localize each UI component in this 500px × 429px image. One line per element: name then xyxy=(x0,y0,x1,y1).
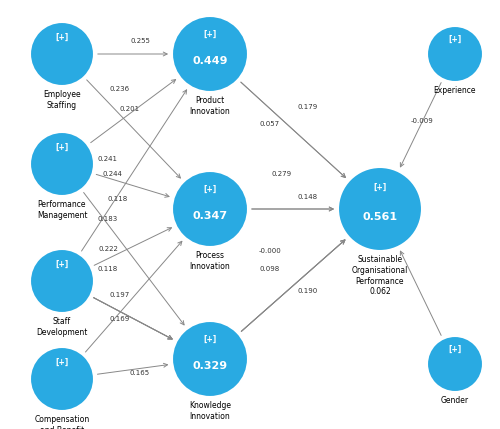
Text: Gender: Gender xyxy=(441,396,469,405)
Text: [+]: [+] xyxy=(448,35,462,44)
Circle shape xyxy=(172,321,248,397)
Circle shape xyxy=(427,336,483,392)
Text: 0.118: 0.118 xyxy=(108,196,128,202)
Text: 0.165: 0.165 xyxy=(130,370,150,376)
Circle shape xyxy=(30,249,94,313)
Text: 0.222: 0.222 xyxy=(98,246,118,252)
Text: 0.190: 0.190 xyxy=(298,288,318,294)
Circle shape xyxy=(30,132,94,196)
Text: Employee
Staffing: Employee Staffing xyxy=(43,90,81,110)
Text: 0.098: 0.098 xyxy=(260,266,280,272)
Circle shape xyxy=(30,22,94,86)
Text: Compensation
and Benefit: Compensation and Benefit xyxy=(34,415,90,429)
Text: 0.201: 0.201 xyxy=(120,106,140,112)
Text: 0.244: 0.244 xyxy=(102,171,122,177)
Text: Process
Innovation: Process Innovation xyxy=(190,251,230,271)
Circle shape xyxy=(338,167,422,251)
Text: [+]: [+] xyxy=(374,183,386,192)
Text: Product
Innovation: Product Innovation xyxy=(190,96,230,116)
Text: 0.279: 0.279 xyxy=(272,171,292,177)
Text: Staff
Development: Staff Development xyxy=(36,317,88,337)
Text: 0.236: 0.236 xyxy=(110,86,130,92)
Text: 0.197: 0.197 xyxy=(110,292,130,298)
Text: [+]: [+] xyxy=(56,260,68,269)
Text: 0.255: 0.255 xyxy=(130,38,150,44)
Text: 0.183: 0.183 xyxy=(98,216,118,222)
Text: 0.241: 0.241 xyxy=(98,156,118,162)
Text: 0.329: 0.329 xyxy=(192,361,228,371)
Text: [+]: [+] xyxy=(448,345,462,354)
Text: [+]: [+] xyxy=(56,143,68,152)
Text: Performance
Management: Performance Management xyxy=(37,200,88,220)
Text: 0.449: 0.449 xyxy=(192,56,228,66)
Text: 0.347: 0.347 xyxy=(192,211,228,221)
Text: [+]: [+] xyxy=(56,358,68,367)
Circle shape xyxy=(172,16,248,92)
Text: Knowledge
Innovation: Knowledge Innovation xyxy=(189,401,231,421)
Circle shape xyxy=(30,347,94,411)
Text: [+]: [+] xyxy=(204,335,216,344)
Text: 0.118: 0.118 xyxy=(98,266,118,272)
Text: [+]: [+] xyxy=(56,33,68,42)
Text: 0.057: 0.057 xyxy=(260,121,280,127)
Text: -0.009: -0.009 xyxy=(410,118,434,124)
Text: Experience: Experience xyxy=(434,86,476,95)
Text: 0.561: 0.561 xyxy=(362,211,398,221)
Text: 0.062: 0.062 xyxy=(369,287,391,296)
Text: 0.169: 0.169 xyxy=(110,316,130,322)
Text: 0.148: 0.148 xyxy=(298,194,318,200)
Circle shape xyxy=(172,171,248,247)
Text: [+]: [+] xyxy=(204,185,216,194)
Text: Sustainable
Organisational
Performance: Sustainable Organisational Performance xyxy=(352,255,408,286)
Text: [+]: [+] xyxy=(204,30,216,39)
Circle shape xyxy=(427,26,483,82)
Text: -0.000: -0.000 xyxy=(258,248,281,254)
Text: 0.179: 0.179 xyxy=(298,104,318,110)
